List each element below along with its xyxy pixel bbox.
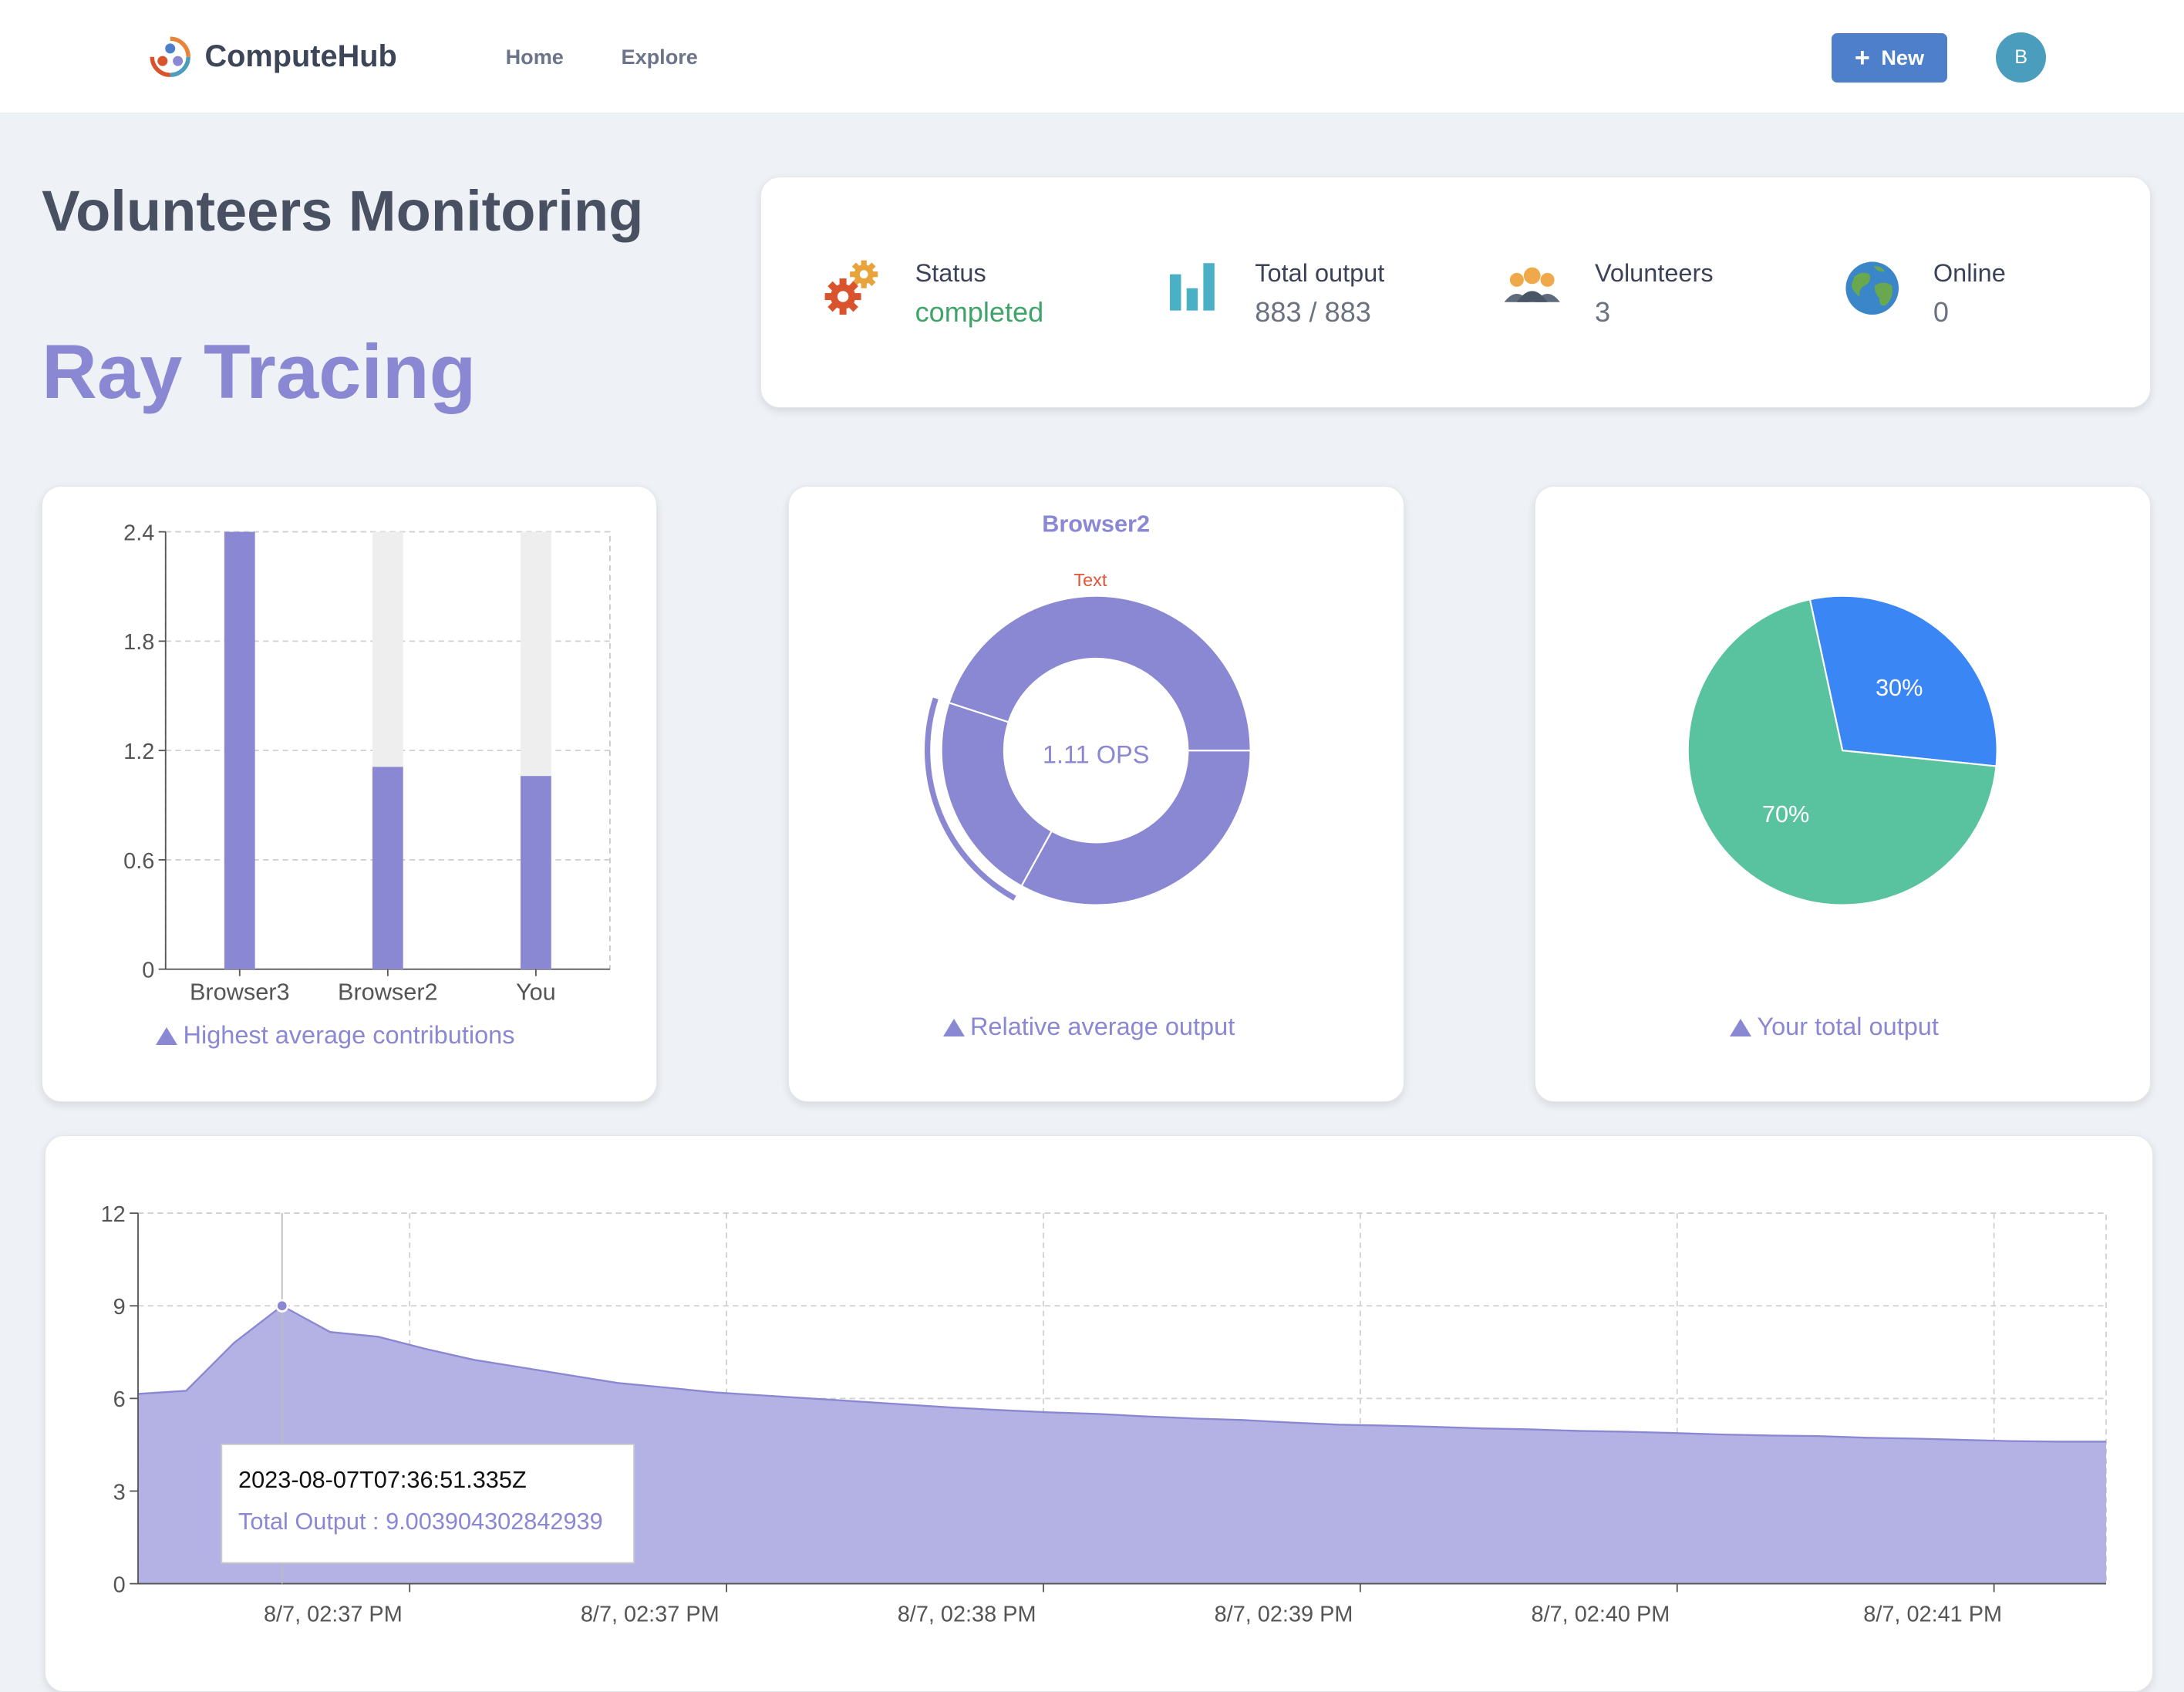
tooltip-value: Total Output : 9.003904302842939 [238, 1508, 603, 1535]
stat-total-output: Total output 883 / 883 [1255, 259, 1384, 329]
donut-slice [948, 595, 1252, 752]
stat-value: 3 [1594, 295, 1611, 328]
stat-volunteers: Volunteers 3 [1595, 259, 1714, 329]
donut-center-label: 1.11 OPS [1043, 741, 1150, 769]
data-point [275, 1299, 289, 1313]
y-tick-label: 0.6 [123, 849, 154, 874]
stat-value: 0 [1933, 295, 1949, 328]
donut-chart-caption-text: Relative average output [969, 1013, 1235, 1041]
x-tick-label: 8/7, 02:40 PM [1531, 1602, 1670, 1626]
bar [224, 531, 255, 970]
pie-chart-caption: Your total output [1730, 1013, 1939, 1041]
bar-chart-icon [1170, 263, 1215, 311]
bar-chart-card [42, 486, 658, 1102]
donut-title: Browser2 [1042, 511, 1150, 538]
stats-card [760, 177, 2151, 409]
avatar[interactable]: B [1996, 32, 2047, 83]
bar-chart-caption: Highest average contributions [156, 1021, 514, 1050]
stat-label: Total output [1255, 258, 1385, 287]
triangle-icon [156, 1027, 178, 1045]
y-tick-label: 3 [113, 1480, 125, 1505]
nav-link-home[interactable]: Home [505, 44, 564, 69]
triangle-icon [942, 1019, 965, 1036]
x-tick-label: Browser3 [190, 979, 290, 1006]
area-chart[interactable]: 0 3 6 9 12 8/7, 02:37 PM 8/7, 02:37 PM 8/7, 02:… [45, 1135, 2153, 1663]
stat-online: Online 0 [1933, 259, 2006, 329]
y-tick-label: 1.8 [123, 631, 154, 656]
x-tick-label: 8/7, 02:37 PM [264, 1602, 403, 1626]
top-navbar: ComputeHub Home Explore + New B [0, 0, 2184, 114]
y-tick-label: 6 [113, 1387, 125, 1412]
donut-chart-card [788, 486, 1404, 1102]
x-tick-label: Browser2 [338, 979, 438, 1006]
donut-highlight-arc [925, 697, 1016, 902]
donut-annotation: Text [1074, 570, 1108, 590]
bar-chart[interactable]: 0 0.6 1.2 1.8 2.4 Browser3 Browser2 You [42, 486, 657, 1101]
stat-value: 883 / 883 [1255, 295, 1371, 328]
x-tick-label: 8/7, 02:37 PM [581, 1602, 720, 1626]
series-line [137, 1304, 2106, 1443]
triangle-icon [1730, 1019, 1752, 1036]
new-button-label: New [1881, 45, 1925, 69]
donut-slice [1020, 750, 1252, 907]
donut-slice [940, 702, 1053, 888]
pie-chart[interactable]: 30% 70% [1535, 486, 2150, 1101]
x-tick-label: 8/7, 02:41 PM [1863, 1602, 2002, 1626]
y-tick-label: 9 [113, 1295, 125, 1320]
y-tick-label: 0 [113, 1572, 125, 1597]
computehub-logo-icon[interactable] [147, 33, 194, 80]
bar [521, 776, 551, 970]
x-tick-label: 8/7, 02:39 PM [1214, 1602, 1353, 1626]
pie-slice-label: 70% [1762, 800, 1809, 827]
plus-icon: + [1854, 42, 1870, 72]
y-tick-label: 2.4 [123, 521, 154, 546]
gears-icon [824, 260, 878, 315]
y-tick-label: 1.2 [123, 740, 154, 764]
pie-slice [1808, 595, 1999, 768]
people-icon [1504, 267, 1560, 302]
pie-slice [1687, 598, 1998, 907]
pie-slice-label: 30% [1876, 674, 1923, 701]
donut-chart-caption: Relative average output [942, 1013, 1235, 1041]
bar-chart-caption-text: Highest average contributions [183, 1020, 515, 1049]
nav-link-explore[interactable]: Explore [621, 44, 698, 69]
x-tick-label: You [516, 979, 556, 1006]
donut-chart[interactable]: Browser2 Text 1.11 OPS [788, 486, 1404, 1101]
globe-icon [1845, 261, 1899, 315]
y-tick-label: 0 [142, 959, 154, 983]
stat-label: Online [1933, 258, 2006, 287]
bar [372, 767, 403, 970]
project-title: Ray Tracing [42, 329, 477, 416]
x-tick-label: 8/7, 02:38 PM [898, 1602, 1036, 1626]
brand-name[interactable]: ComputeHub [204, 39, 397, 73]
stat-label: Status [915, 258, 986, 287]
stat-label: Volunteers [1594, 258, 1714, 287]
page-title: Volunteers Monitoring [42, 179, 644, 244]
stat-value: completed [915, 295, 1044, 328]
tooltip-time: 2023-08-07T07:36:51.335Z [238, 1466, 527, 1493]
new-button[interactable]: + New [1832, 33, 1947, 83]
y-tick-label: 12 [100, 1202, 125, 1227]
pie-chart-caption-text: Your total output [1757, 1013, 1939, 1041]
tooltip-box [221, 1444, 635, 1564]
stat-status: Status completed [915, 259, 1044, 329]
